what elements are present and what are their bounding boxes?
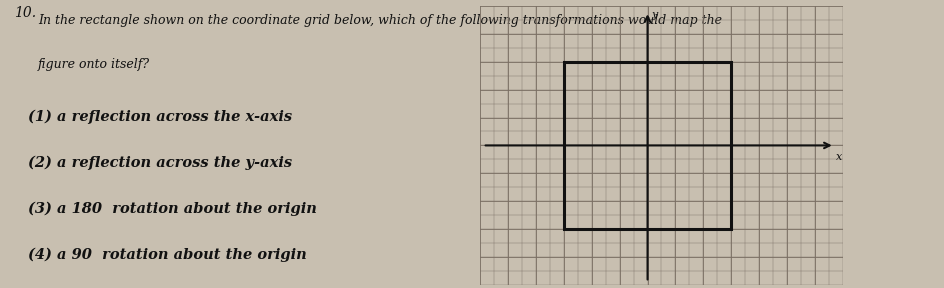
Text: In the rectangle shown on the coordinate grid below, which of the following tran: In the rectangle shown on the coordinate… xyxy=(38,14,721,27)
Text: (1) a reflection across the x-axis: (1) a reflection across the x-axis xyxy=(28,109,292,124)
Text: (4) a 90  rotation about the origin: (4) a 90 rotation about the origin xyxy=(28,248,307,262)
Text: (2) a reflection across the y-axis: (2) a reflection across the y-axis xyxy=(28,156,292,170)
Text: figure onto itself?: figure onto itself? xyxy=(38,58,150,71)
Text: (3) a 180  rotation about the origin: (3) a 180 rotation about the origin xyxy=(28,202,317,216)
Bar xyxy=(564,62,731,229)
Text: 10.: 10. xyxy=(14,6,36,20)
Text: y: y xyxy=(651,10,657,20)
Text: x: x xyxy=(834,152,841,162)
